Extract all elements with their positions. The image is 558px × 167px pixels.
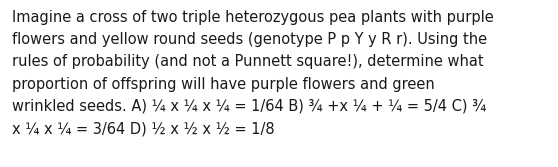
Text: proportion of offspring will have purple flowers and green: proportion of offspring will have purple…: [12, 77, 435, 92]
Text: Imagine a cross of two triple heterozygous pea plants with purple: Imagine a cross of two triple heterozygo…: [12, 10, 494, 25]
Text: flowers and yellow round seeds (genotype P p Y y R r). Using the: flowers and yellow round seeds (genotype…: [12, 32, 487, 47]
Text: x ¼ x ¼ = 3/64 D) ½ x ½ x ½ = 1/8: x ¼ x ¼ = 3/64 D) ½ x ½ x ½ = 1/8: [12, 121, 275, 136]
Text: rules of probability (and not a Punnett square!), determine what: rules of probability (and not a Punnett …: [12, 54, 484, 69]
Text: wrinkled seeds. A) ¼ x ¼ x ¼ = 1/64 B) ¾ +x ¼ + ¼ = 5/4 C) ¾: wrinkled seeds. A) ¼ x ¼ x ¼ = 1/64 B) ¾…: [12, 99, 486, 114]
